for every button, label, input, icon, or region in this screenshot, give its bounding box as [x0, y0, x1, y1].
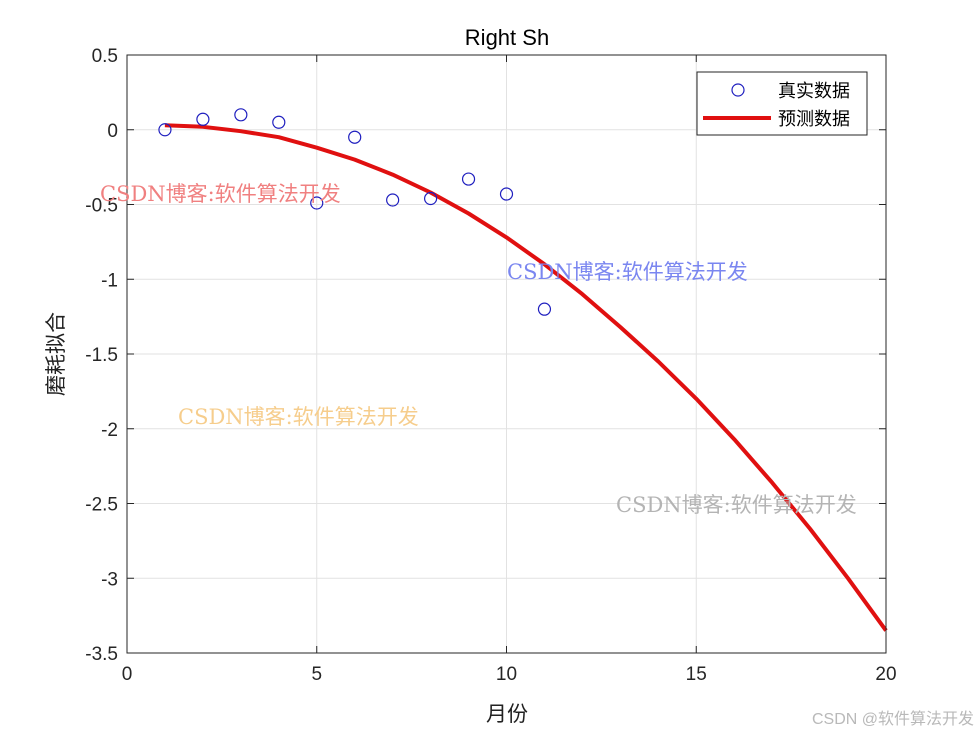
y-tick-label: -1 [101, 270, 118, 291]
actual-data-point [461, 172, 476, 186]
y-tick-label: -1.5 [85, 345, 118, 366]
tick-labels: 0 5 10 15 20 0.5 0 -0.5 -1 -1.5 -2 -2.5 -3 -3.5 [85, 46, 896, 685]
axes-frame [126, 54, 887, 654]
actual-data-point [158, 123, 172, 137]
legend: 真实数据 预测数据 [696, 71, 868, 136]
actual-data-point [310, 196, 324, 210]
x-axis-label: 月份 [486, 702, 528, 726]
actual-data-point [424, 191, 438, 206]
legend-box [696, 71, 868, 136]
x-tick-label: 5 [311, 664, 322, 685]
y-tick-label: 0 [107, 121, 118, 142]
actual-data-point [348, 130, 362, 144]
actual-data-point [386, 193, 400, 207]
x-tick-label: 0 [122, 664, 133, 685]
actual-data-point [234, 108, 248, 122]
x-tick-label: 10 [496, 664, 517, 685]
y-tick-label: -3.5 [85, 644, 118, 665]
y-tick-label: -3 [101, 569, 118, 590]
actual-data-point [499, 187, 514, 201]
x-tick-label: 15 [686, 664, 707, 685]
x-tick-label: 20 [875, 664, 896, 685]
y-tick-label: -2 [101, 420, 118, 441]
predicted-data-line [164, 123, 888, 632]
actual-data-point [537, 302, 552, 316]
y-tick-label: -0.5 [85, 196, 118, 217]
legend-label-actual: 真实数据 [778, 81, 850, 102]
actual-data-point [272, 115, 286, 129]
actual-data-point [196, 112, 210, 126]
grid-lines [126, 54, 887, 654]
y-axis-label: 磨耗拟合 [44, 312, 68, 396]
corner-watermark: CSDN @软件算法开发 [811, 711, 974, 728]
legend-label-predicted: 预测数据 [778, 109, 850, 130]
actual-points-group [158, 108, 552, 316]
legend-marker-actual [731, 83, 745, 97]
y-tick-label: 0.5 [92, 46, 118, 67]
chart-title: Right Sh [465, 25, 549, 50]
predicted-line-group [164, 123, 888, 632]
y-tick-label: -2.5 [85, 495, 118, 516]
